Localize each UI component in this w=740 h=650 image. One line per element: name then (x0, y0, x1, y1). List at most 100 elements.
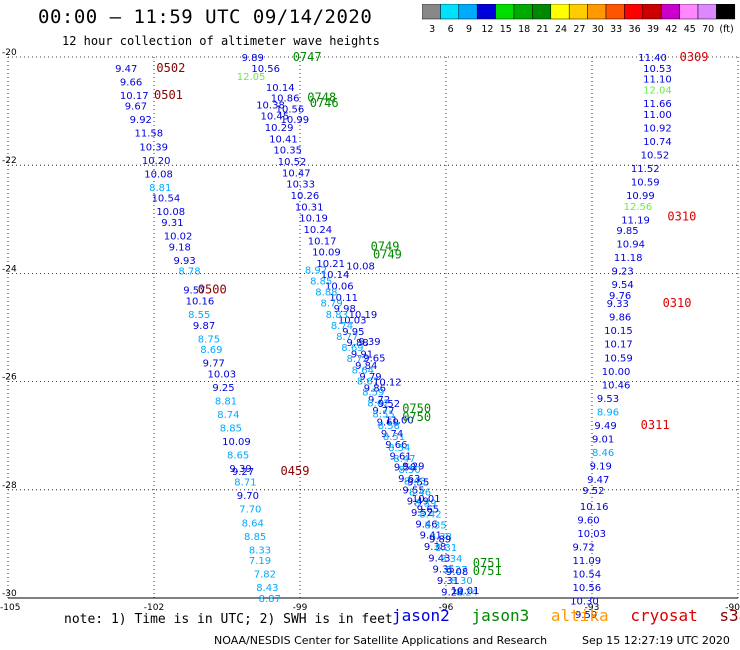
wave-height-label: 10.00 (602, 367, 631, 378)
colorbar-swatch (716, 4, 736, 20)
x-tick-label: -96 (439, 603, 454, 613)
colorbar-tick-label: 3 (429, 24, 435, 35)
wave-height-label: 12.04 (643, 85, 672, 96)
wave-height-label: 9.89 (242, 53, 264, 64)
wave-height-label: 10.26 (291, 191, 320, 202)
wave-height-label: 8.88 (315, 288, 337, 299)
satellite-legend: jason2 jason3 altika cryosat s3a (392, 606, 740, 625)
wave-height-label: 8.27 (445, 565, 467, 576)
wave-height-label: 10.30 (570, 597, 599, 608)
wave-height-label: 10.06 (325, 282, 354, 293)
x-tick-label: -105 (0, 603, 20, 613)
wave-height-label: 10.29 (265, 123, 294, 134)
colorbar-tick-label: 36 (629, 24, 641, 35)
wave-height-label: 10.09 (222, 437, 251, 448)
wave-height-label: 10.09 (312, 248, 341, 259)
wave-height-label: 8.31 (435, 543, 457, 554)
wave-height-label: 11.52 (631, 164, 660, 175)
wave-height-label: 9.18 (169, 242, 191, 253)
wave-height-label: 9.57 (183, 286, 205, 297)
colorbar-tick-label: 21 (537, 24, 549, 35)
wave-height-label: 8.71 (234, 478, 256, 489)
wave-height-label: 9.35 (433, 565, 455, 576)
wave-height-label: 9.86 (364, 383, 386, 394)
wave-height-label: 9.63 (398, 474, 420, 485)
legend-jason3: jason3 (471, 606, 530, 625)
wave-height-label: 9.61 (390, 451, 412, 462)
wave-height-label: 8.39 (414, 498, 436, 509)
wave-height-label: 10.17 (604, 340, 633, 351)
wave-height-label: 9.38 (424, 542, 446, 553)
colorbar-tick-label: 30 (592, 24, 604, 35)
wave-height-label: 10.02 (164, 232, 193, 243)
wave-height-label: 10.01 (412, 494, 441, 505)
wave-height-label: 11.58 (135, 129, 164, 140)
colorbar-tick-label: 33 (610, 24, 622, 35)
credit-line: NOAA/NESDIS Center for Satellite Applica… (214, 634, 548, 647)
legend-s3a: s3a (719, 606, 740, 625)
wave-height-label: 10.03 (338, 316, 367, 327)
wave-height-label: 9.23 (611, 267, 633, 278)
wave-height-label: 10.12 (373, 378, 402, 389)
wave-height-label: 9.59 (575, 610, 597, 621)
colorbar-tick-label: 9 (466, 24, 472, 35)
wave-height-label: 10.38 (256, 100, 285, 111)
wave-height-label: 8.69 (341, 343, 363, 354)
wave-height-label: 11.40 (638, 53, 667, 64)
colorbar-tick-label: 18 (518, 24, 530, 35)
y-tick-label: -24 (2, 264, 17, 274)
wave-height-label: 9.46 (415, 519, 437, 530)
wave-height-label: 9.19 (590, 461, 612, 472)
wave-height-label: 9.77 (203, 359, 225, 370)
pass-time-label: 0750 (402, 410, 431, 424)
wave-height-label: 8.64 (242, 518, 264, 529)
wave-height-label: 10.11 (329, 293, 358, 304)
pass-time-label: 0751 (473, 556, 502, 570)
x-tick-label: -102 (144, 603, 164, 613)
wave-height-label: 9.72 (573, 543, 595, 554)
wave-height-label: 8.65 (227, 451, 249, 462)
wave-height-label: 10.20 (142, 156, 171, 167)
wave-height-label: 10.53 (643, 64, 672, 75)
colorbar-tick-label: 15 (500, 24, 512, 35)
wave-height-label: 10.54 (573, 570, 602, 581)
wave-height-label: 8.78 (178, 267, 200, 278)
wave-height-label: 8.69 (200, 345, 222, 356)
wave-height-label: 9.31 (437, 576, 459, 587)
wave-height-label: 9.91 (351, 350, 373, 361)
wave-height-label: 8.96 (597, 407, 619, 418)
wave-height-label: 8.92 (305, 265, 327, 276)
pass-time-label: 0751 (473, 564, 502, 578)
wave-height-label: 9.85 (616, 226, 638, 237)
y-tick-label: -30 (2, 589, 17, 599)
wave-height-label: 9.52 (411, 508, 433, 519)
wave-height-label: 10.31 (295, 202, 324, 213)
wave-height-label: 8.83 (326, 310, 348, 321)
pass-time-label: 0746 (310, 96, 339, 110)
wave-height-label: 9.76 (609, 291, 631, 302)
colorbar-tick-label: 39 (647, 24, 659, 35)
wave-height-label: 9.98 (334, 304, 356, 315)
wave-height-label: 10.52 (641, 150, 670, 161)
wave-height-label: 9.93 (173, 256, 195, 267)
pass-time-label: 0310 (663, 296, 692, 310)
wave-height-label: 8.62 (367, 399, 389, 410)
wave-height-label: 9.41 (420, 531, 442, 542)
wave-height-label: 8.79 (320, 299, 342, 310)
wave-height-label: 10.52 (278, 157, 307, 168)
wave-height-label: 10.45 (261, 112, 290, 123)
color-scale-bar: 3 6 9 12 15 18 21 24 27 30 33 36 39 42 45 70 (ft) (422, 4, 736, 35)
wave-height-label: 7.82 (254, 570, 276, 581)
wave-height-label: 9.77 (372, 406, 394, 417)
pass-time-label: 0311 (641, 418, 670, 432)
x-tick-label: -93 (585, 603, 600, 613)
wave-height-label: 10.35 (273, 146, 302, 157)
x-tick-label: -90 (725, 603, 740, 613)
wave-height-label: 12.05 (237, 72, 266, 83)
pass-time-label: 0502 (156, 61, 185, 75)
wave-height-label: 9.27 (232, 467, 254, 478)
wave-height-label: 9.55 (407, 478, 429, 489)
wave-height-label: 9.60 (577, 516, 599, 527)
wave-height-label: 9.67 (125, 102, 147, 113)
